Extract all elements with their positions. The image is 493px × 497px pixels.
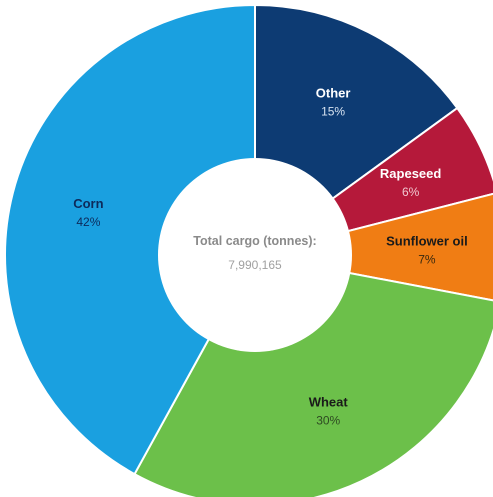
center-title: Total cargo (tonnes):	[193, 234, 316, 248]
slice-label-rapeseed: Rapeseed	[380, 166, 441, 181]
labels-group: Other 15% Rapeseed 6% Sunflower oil 7% Wheat 30…	[73, 86, 467, 428]
slice-pct-sunflower-oil: 7%	[418, 253, 436, 267]
slice-sunflower-oil	[254, 192, 493, 302]
slice-label-sunflower-oil: Sunflower oil	[386, 234, 468, 249]
slice-pct-rapeseed: 6%	[402, 185, 420, 199]
slice-label-other: Other	[316, 86, 351, 101]
center-value: 7,990,165	[228, 258, 282, 272]
slice-label-corn: Corn	[73, 196, 103, 211]
slice-pct-other: 15%	[321, 105, 345, 119]
slice-pct-corn: 42%	[76, 215, 100, 229]
donut-hole	[158, 158, 352, 352]
slice-label-wheat: Wheat	[309, 395, 349, 410]
slice-pct-wheat: 30%	[316, 414, 340, 428]
slice-corn	[4, 3, 256, 476]
